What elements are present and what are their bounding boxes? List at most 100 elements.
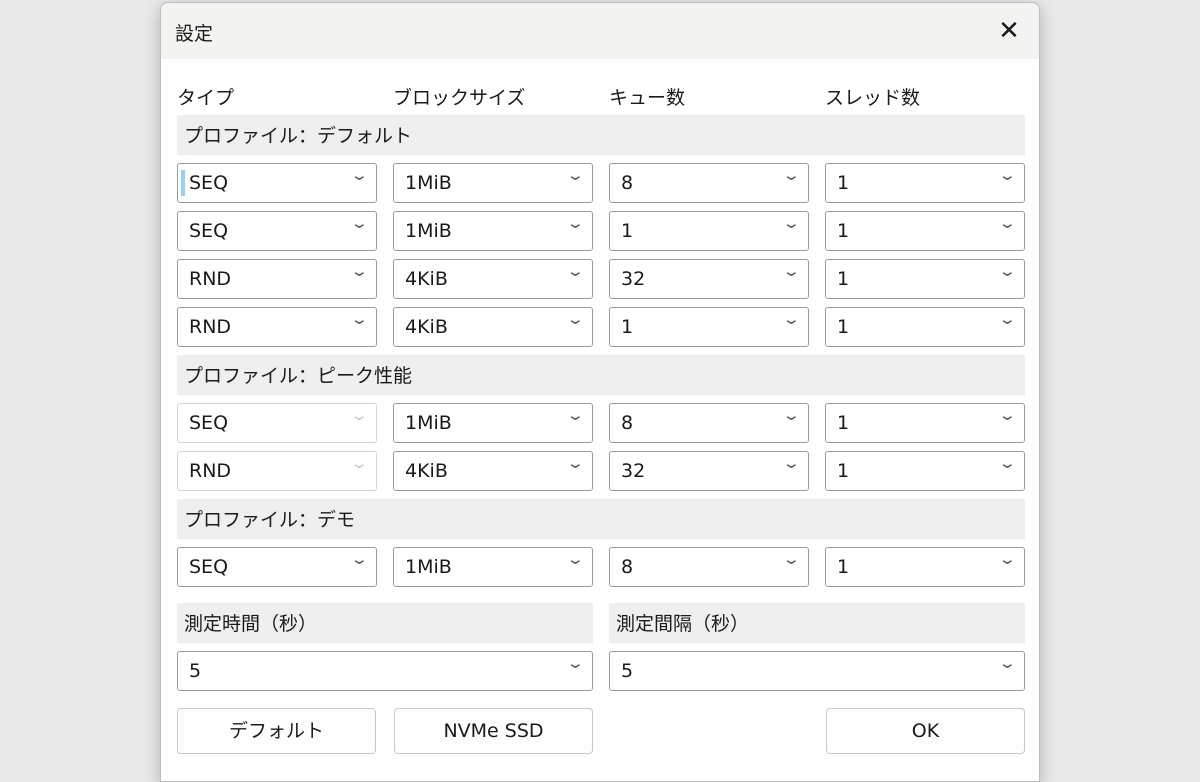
chevron-down-icon: ⌄ [782, 214, 802, 232]
chevron-down-icon: ⌄ [350, 550, 370, 568]
ok-button[interactable]: OK [826, 708, 1025, 754]
queue-count-select[interactable]: 32 ⌄ [609, 259, 809, 299]
measure-time-label: 測定時間（秒） [177, 603, 593, 643]
select-value: 8 [621, 412, 634, 434]
chevron-down-icon: ⌄ [782, 454, 802, 472]
select-value: 1MiB [405, 220, 452, 242]
block-size-select[interactable]: 4KiB ⌄ [393, 451, 593, 491]
select-value: SEQ [189, 172, 229, 194]
thread-count-select[interactable]: 1 ⌄ [825, 307, 1025, 347]
close-icon[interactable]: ✕ [998, 16, 1020, 46]
select-value: 5 [621, 660, 634, 682]
select-value: 1 [837, 412, 850, 434]
select-value: SEQ [189, 412, 229, 434]
select-value: 5 [189, 660, 202, 682]
chevron-down-icon: ⌄ [350, 214, 370, 232]
measure-time-select[interactable]: 5 ⌄ [177, 651, 593, 691]
select-value: 4KiB [405, 460, 448, 482]
select-value: 1MiB [405, 172, 452, 194]
select-value: 1 [837, 316, 850, 338]
select-value: 1 [837, 268, 850, 290]
select-value: 32 [621, 460, 646, 482]
select-value: SEQ [189, 556, 229, 578]
chevron-down-icon: ⌄ [998, 550, 1018, 568]
chevron-down-icon: ⌄ [566, 214, 586, 232]
chevron-down-icon: ⌄ [566, 654, 586, 672]
profile-header: プロファイル：ピーク性能 [177, 355, 1025, 395]
chevron-down-icon: ⌄ [350, 406, 370, 424]
chevron-down-icon: ⌄ [566, 406, 586, 424]
select-value: 32 [621, 268, 646, 290]
select-value: RND [189, 316, 232, 338]
chevron-down-icon: ⌄ [998, 454, 1018, 472]
dialog-title: 設定 [175, 23, 214, 45]
measure-interval-select[interactable]: 5 ⌄ [609, 651, 1025, 691]
block-size-select[interactable]: 1MiB ⌄ [393, 211, 593, 251]
type-select[interactable]: SEQ ⌄ [177, 163, 377, 203]
chevron-down-icon: ⌄ [998, 654, 1018, 672]
select-value: 1 [621, 220, 634, 242]
queue-count-select[interactable]: 1 ⌄ [609, 211, 809, 251]
chevron-down-icon: ⌄ [566, 262, 586, 280]
thread-count-select[interactable]: 1 ⌄ [825, 547, 1025, 587]
queue-count-select[interactable]: 8 ⌄ [609, 403, 809, 443]
select-value: 1MiB [405, 412, 452, 434]
block-size-select[interactable]: 4KiB ⌄ [393, 259, 593, 299]
chevron-down-icon: ⌄ [782, 310, 802, 328]
thread-count-select[interactable]: 1 ⌄ [825, 403, 1025, 443]
type-select[interactable]: RND ⌄ [177, 259, 377, 299]
queue-count-select[interactable]: 1 ⌄ [609, 307, 809, 347]
chevron-down-icon: ⌄ [350, 166, 370, 184]
block-size-select[interactable]: 4KiB ⌄ [393, 307, 593, 347]
queue-count-select[interactable]: 8 ⌄ [609, 547, 809, 587]
profile-header: プロファイル：デフォルト [177, 115, 1025, 155]
select-value: 1 [837, 556, 850, 578]
chevron-down-icon: ⌄ [782, 166, 802, 184]
thread-count-select[interactable]: 1 ⌄ [825, 163, 1025, 203]
select-value: 4KiB [405, 316, 448, 338]
block-size-select[interactable]: 1MiB ⌄ [393, 403, 593, 443]
chevron-down-icon: ⌄ [350, 454, 370, 472]
type-select[interactable]: RND ⌄ [177, 307, 377, 347]
thread-count-select[interactable]: 1 ⌄ [825, 211, 1025, 251]
select-value: RND [189, 460, 232, 482]
select-value: 1 [837, 172, 850, 194]
focus-indicator [181, 170, 185, 196]
select-value: 1 [621, 316, 634, 338]
select-value: 8 [621, 556, 634, 578]
block-size-select[interactable]: 1MiB ⌄ [393, 163, 593, 203]
chevron-down-icon: ⌄ [566, 166, 586, 184]
chevron-down-icon: ⌄ [998, 406, 1018, 424]
select-value: 1MiB [405, 556, 452, 578]
column-header-thread-count: スレッド数 [825, 87, 921, 109]
default-button[interactable]: デフォルト [177, 708, 376, 754]
thread-count-select[interactable]: 1 ⌄ [825, 451, 1025, 491]
type-select: RND ⌄ [177, 451, 377, 491]
measure-interval-label: 測定間隔（秒） [609, 603, 1025, 643]
column-header-queue-count: キュー数 [609, 87, 686, 109]
settings-dialog: 設定 ✕ タイプ ブロックサイズ キュー数 スレッド数 プロファイル：デフォルト SEQ ⌄… [160, 2, 1040, 782]
queue-count-select[interactable]: 8 ⌄ [609, 163, 809, 203]
chevron-down-icon: ⌄ [998, 310, 1018, 328]
column-header-type: タイプ [177, 87, 235, 109]
chevron-down-icon: ⌄ [782, 550, 802, 568]
select-value: 4KiB [405, 268, 448, 290]
title-bar: 設定 ✕ [161, 3, 1039, 59]
chevron-down-icon: ⌄ [566, 310, 586, 328]
block-size-select[interactable]: 1MiB ⌄ [393, 547, 593, 587]
type-select[interactable]: SEQ ⌄ [177, 547, 377, 587]
chevron-down-icon: ⌄ [566, 454, 586, 472]
chevron-down-icon: ⌄ [998, 262, 1018, 280]
type-select[interactable]: SEQ ⌄ [177, 211, 377, 251]
chevron-down-icon: ⌄ [998, 166, 1018, 184]
profile-header: プロファイル：デモ [177, 499, 1025, 539]
chevron-down-icon: ⌄ [566, 550, 586, 568]
queue-count-select[interactable]: 32 ⌄ [609, 451, 809, 491]
select-value: 8 [621, 172, 634, 194]
select-value: 1 [837, 220, 850, 242]
type-select: SEQ ⌄ [177, 403, 377, 443]
thread-count-select[interactable]: 1 ⌄ [825, 259, 1025, 299]
select-value: 1 [837, 460, 850, 482]
chevron-down-icon: ⌄ [782, 406, 802, 424]
nvme-ssd-button[interactable]: NVMe SSD [394, 708, 593, 754]
